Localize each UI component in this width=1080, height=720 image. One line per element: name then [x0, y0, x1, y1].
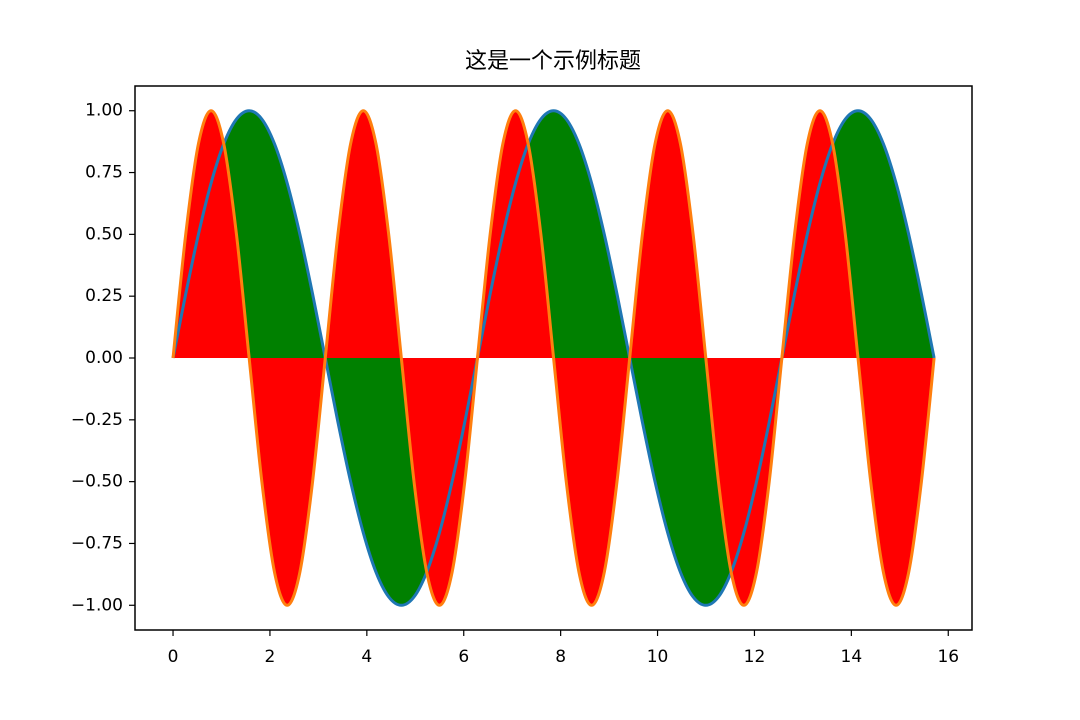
chart-title: 这是一个示例标题: [465, 49, 641, 74]
x-tick-label: 14: [841, 647, 863, 667]
y-tick-label: 0.25: [85, 286, 123, 306]
y-tick-label: −0.75: [71, 533, 123, 553]
x-tick-label: 8: [555, 647, 566, 667]
x-tick-label: 16: [937, 647, 959, 667]
line: [171, 109, 936, 607]
y-tick-label: 1.00: [85, 101, 123, 121]
x-tick-label: 2: [265, 647, 276, 667]
line: [171, 109, 936, 607]
x-tick-label: 4: [361, 647, 372, 667]
y-tick-label: −0.50: [71, 472, 123, 492]
x-tick-label: 6: [458, 647, 469, 667]
y-tick-label: 0.75: [85, 163, 123, 183]
x-tick-label: 12: [744, 647, 766, 667]
y-tick-label: −0.25: [71, 410, 123, 430]
y-tick-label: 0.50: [85, 224, 123, 244]
x-tick-label: 0: [168, 647, 179, 667]
x-tick-label: 10: [647, 647, 669, 667]
y-tick-label: −1.00: [71, 595, 123, 615]
y-tick-label: 0.00: [85, 348, 123, 368]
